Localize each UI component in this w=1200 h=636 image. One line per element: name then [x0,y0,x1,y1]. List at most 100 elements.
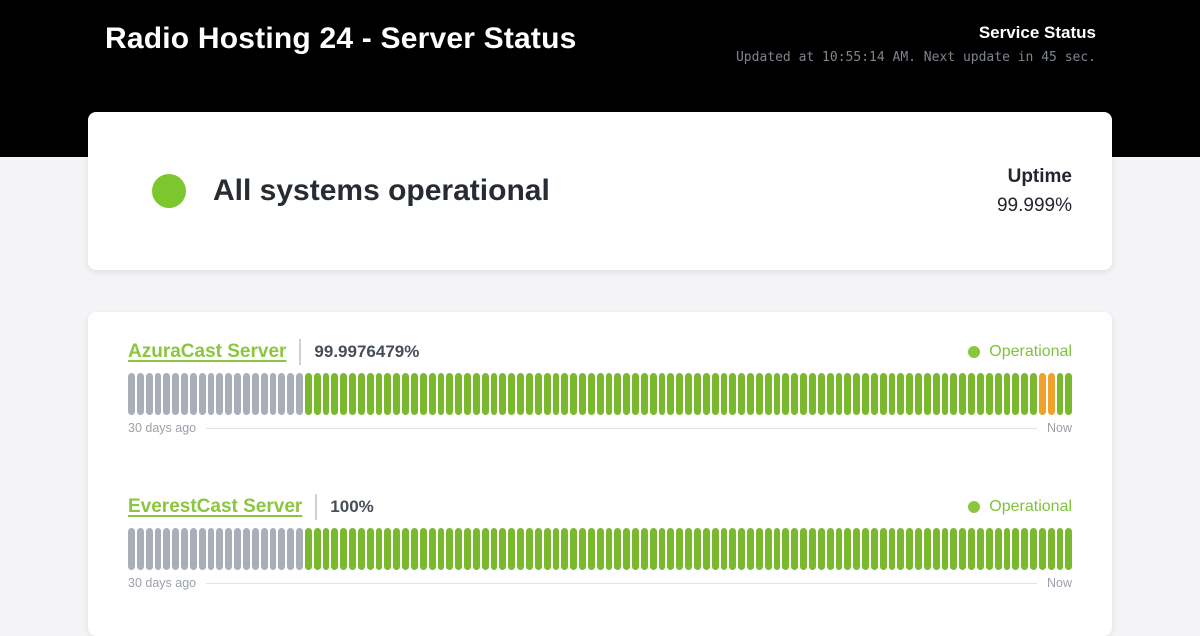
uptime-bar-gray [163,373,171,415]
uptime-bar-green [711,528,719,570]
uptime-bar-green [534,373,542,415]
uptime-bar-green [817,528,825,570]
uptime-bar-green [1038,528,1046,570]
uptime-bar-green [552,373,560,415]
service-link[interactable]: EverestCast Server [128,496,303,517]
uptime-bar-green [490,528,498,570]
uptime-bar-green [437,528,445,570]
uptime-bar-green [313,528,321,570]
page-title: Radio Hosting 24 - Server Status [105,22,577,55]
uptime-bar-green [764,373,772,415]
axis-left-label: 30 days ago [128,421,197,435]
uptime-bar-green [897,373,905,415]
update-info: Updated at 10:55:14 AM. Next update in 4… [735,50,1096,65]
uptime-bar-gray [136,528,144,570]
uptime-bar-green [384,373,392,415]
uptime-bar-green [702,373,710,415]
uptime-bar-green [702,528,710,570]
uptime-bars [128,373,1073,415]
axis-right-label: Now [1046,421,1072,435]
uptime-bar-green [384,528,392,570]
uptime-bar-green [729,528,737,570]
uptime-bar-gray [136,373,144,415]
uptime-bar-green [393,528,401,570]
uptime-bar-gray [269,373,277,415]
uptime-bar-green [985,528,993,570]
uptime-bar-green [994,373,1002,415]
uptime-bar-green [888,528,896,570]
uptime-bar-green [428,373,436,415]
uptime-bar-green [755,373,763,415]
uptime-bar-green [375,528,383,570]
uptime-bar-green [1047,528,1055,570]
uptime-bar-green [561,528,569,570]
uptime-bar-gray [207,528,215,570]
uptime-bar-gray [145,373,153,415]
uptime-bar-green [499,528,507,570]
uptime-bar-gray [198,528,206,570]
uptime-bar-gray [278,373,286,415]
overall-status-message: All systems operational [213,174,550,207]
uptime-bar-green [331,528,339,570]
uptime-bar-green [950,528,958,570]
service-status-badge: Operational [968,498,1072,516]
uptime-bar-green [517,373,524,415]
uptime-bar-green [464,528,471,570]
uptime-bar-green [853,528,861,570]
service-header: EverestCast Server 100% Operational [128,493,1072,521]
uptime-bar-green [552,528,560,570]
uptime-bar-green [508,528,516,570]
uptime-bar-green [357,373,365,415]
uptime-bar-gray [260,373,268,415]
uptime-bar-green [835,528,843,570]
uptime-bar-green [632,528,639,570]
uptime-bar-gray [154,528,162,570]
services-list: AzuraCast Server 99.9976479% Operational… [128,338,1073,590]
uptime-bar-green [455,528,463,570]
uptime-bar-green [481,373,489,415]
uptime-bar-green [570,528,578,570]
uptime-bar-green [959,373,967,415]
uptime-bar-green [411,373,418,415]
uptime-bar-gray [287,373,295,415]
uptime-bar-green [623,373,631,415]
uptime-bar-green [977,373,984,415]
overall-status-dot-icon [152,174,186,208]
service-row: AzuraCast Server 99.9976479% Operational… [128,338,1073,435]
uptime-bar-green [587,528,595,570]
uptime-bar-gray [189,373,197,415]
uptime-bar-gray [207,373,215,415]
uptime-bar-green [888,373,896,415]
uptime-bar-green [366,373,374,415]
uptime-bar-green [366,528,374,570]
uptime-bar-green [897,528,905,570]
uptime-bar-green [844,373,852,415]
uptime-bar-green [782,528,790,570]
uptime-bar-green [570,373,578,415]
service-link[interactable]: AzuraCast Server [128,341,287,362]
uptime-bar-green [959,528,967,570]
uptime-bar-green [1003,373,1011,415]
uptime-bar-gray [251,528,259,570]
uptime-bar-green [543,528,551,570]
uptime-bar-green [826,373,834,415]
uptime-bar-green [977,528,984,570]
uptime-bar-green [393,373,401,415]
uptime-bars [128,528,1073,570]
uptime-bar-green [446,373,454,415]
uptime-bar-green [747,528,754,570]
uptime-bar-green [685,528,692,570]
uptime-bar-green [649,373,657,415]
axis-line [206,427,1037,429]
uptime-label: Uptime [1007,165,1072,187]
uptime-bar-green [331,373,339,415]
service-status-label: Service Status [978,23,1096,42]
uptime-bar-green [1021,373,1029,415]
uptime-bar-green [667,373,675,415]
service-status-badge: Operational [968,343,1072,361]
uptime-bar-green [579,528,586,570]
uptime-bar-green [517,528,524,570]
uptime-bar-green [349,528,356,570]
time-axis: 30 days ago Now [128,421,1072,435]
uptime-bar-green [932,528,940,570]
